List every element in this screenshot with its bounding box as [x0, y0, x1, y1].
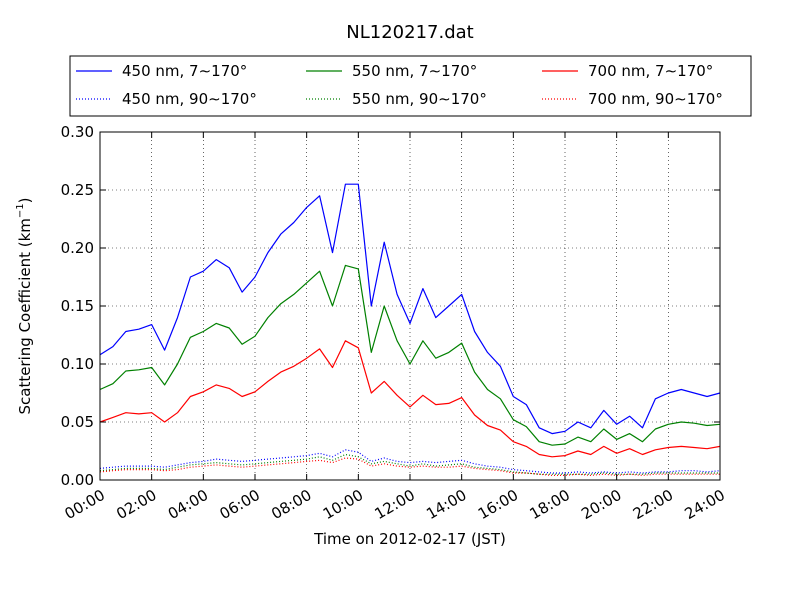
series-line-1 [99, 183, 721, 435]
x-tick-label: 06:00 [217, 486, 263, 523]
y-tick-label: 0.30 [61, 123, 94, 141]
x-tick-label: 18:00 [527, 486, 573, 523]
x-tick-label: 00:00 [62, 486, 108, 523]
legend-label: 450 nm, 7∼170° [122, 62, 247, 80]
y-axis-label-exponent: −1 [15, 203, 26, 218]
y-axis-label-close: ) [16, 197, 34, 203]
legend-label: 550 nm, 7∼170° [352, 62, 477, 80]
legend-label: 700 nm, 7∼170° [588, 62, 713, 80]
x-tick-label: 20:00 [578, 486, 624, 523]
series-lines [99, 183, 721, 476]
y-tick-label: 0.10 [61, 355, 94, 373]
series-line-4 [99, 449, 721, 474]
y-tick-label: 0.20 [61, 239, 94, 257]
x-tick-label: 22:00 [630, 486, 676, 523]
y-tick-label: 0.25 [61, 181, 94, 199]
legend-label: 450 nm, 90∼170° [122, 90, 257, 108]
x-tick-label: 08:00 [268, 486, 314, 523]
x-axis-label: Time on 2012-02-17 (JST) [313, 530, 506, 548]
plot-area: 00:00 02:00 04:00 06:00 08:00 10:00 12:00 14:00… [61, 123, 728, 523]
series-line-3 [99, 340, 721, 458]
series-line-5 [99, 453, 720, 475]
x-tick-label: 02:00 [113, 486, 159, 523]
grid [100, 132, 720, 480]
y-tick-label: 0.05 [61, 413, 94, 431]
y-tick-label: 0.00 [61, 471, 94, 489]
y-axis-label-text: Scattering Coefficient (km [16, 218, 34, 414]
x-tick-label: 10:00 [320, 486, 366, 523]
legend: 450 nm, 7∼170° 550 nm, 7∼170° 700 nm, 7∼17… [69, 55, 752, 117]
series-line-2 [99, 264, 721, 446]
x-tick-label: 04:00 [165, 486, 211, 523]
legend-label: 550 nm, 90∼170° [352, 90, 487, 108]
x-tick-label: 14:00 [423, 486, 469, 523]
legend-frame [69, 55, 752, 117]
chart-title: NL120217.dat [346, 22, 473, 43]
legend-label: 700 nm, 90∼170° [588, 90, 723, 108]
x-tick-label: 24:00 [682, 486, 728, 523]
x-tick-label: 12:00 [372, 486, 418, 523]
y-axis-label: Scattering Coefficient (km−1) [15, 197, 34, 414]
y-tick-label: 0.15 [61, 297, 94, 315]
x-tick-label: 16:00 [475, 486, 521, 523]
